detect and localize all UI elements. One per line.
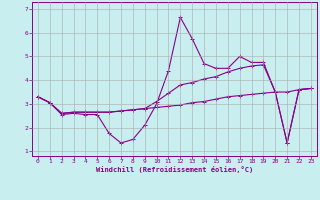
X-axis label: Windchill (Refroidissement éolien,°C): Windchill (Refroidissement éolien,°C): [96, 166, 253, 173]
